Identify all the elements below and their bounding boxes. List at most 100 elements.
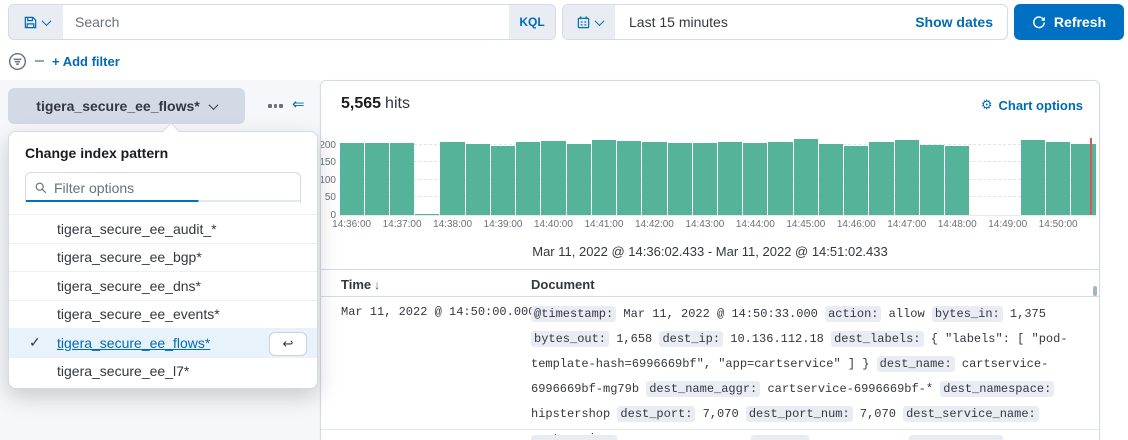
field-badge-partial [909, 435, 1003, 440]
x-axis-tick: 14:45:00 [786, 219, 826, 230]
histogram-bar[interactable] [440, 142, 465, 215]
enter-key-icon[interactable]: ↩ [269, 331, 307, 356]
saved-query-button[interactable] [9, 5, 63, 39]
histogram-bar[interactable] [894, 139, 919, 215]
hits-count-line: 5,565 hits [341, 95, 410, 113]
chevron-down-icon [594, 15, 604, 26]
histogram-bar[interactable] [869, 142, 894, 215]
boxes-horizontal-icon[interactable] [268, 104, 283, 108]
time-column-header[interactable]: Time ↓ [341, 277, 381, 292]
index-pattern-option-label: tigera_secure_ee_l7* [57, 363, 190, 380]
table-row-partial[interactable] [531, 435, 1003, 440]
index-pattern-option[interactable]: tigera_secure_ee_events* [9, 299, 317, 329]
add-filter-link[interactable]: + Add filter [52, 53, 120, 69]
index-pattern-option-label: tigera_secure_ee_audit_* [57, 220, 217, 237]
sort-desc-icon[interactable]: ↓ [374, 278, 381, 292]
index-pattern-option[interactable]: ✓ tigera_secure_ee_flows* ↩ [9, 328, 317, 357]
gridline [339, 196, 1096, 198]
histogram-bar[interactable] [818, 143, 844, 215]
document-column-header: Document [531, 277, 595, 292]
histogram-bar[interactable] [364, 142, 389, 215]
histogram-bar[interactable] [591, 140, 617, 215]
row-divider [321, 429, 1099, 430]
chevron-down-icon [41, 15, 51, 26]
time-range-caption: Mar 11, 2022 @ 14:36:02.433 - Mar 11, 20… [532, 244, 888, 259]
chart-options-label: Chart options [998, 97, 1084, 113]
x-axis-tick: 14:38:00 [433, 219, 473, 230]
histogram-bar[interactable] [1020, 139, 1046, 215]
index-pattern-option-label: tigera_secure_ee_bgp* [57, 249, 202, 266]
histogram-bar[interactable] [692, 142, 718, 215]
x-axis-tick: 14:46:00 [836, 219, 876, 230]
field-badge-partial [751, 435, 809, 440]
popover-title: Change index pattern [25, 145, 169, 161]
save-icon [24, 16, 36, 28]
scrollbar-thumb[interactable] [1093, 286, 1097, 296]
refresh-button[interactable]: Refresh [1014, 4, 1124, 40]
filter-icon[interactable] [8, 52, 27, 71]
index-pattern-switcher[interactable]: tigera_secure_ee_flows* [8, 88, 245, 124]
field-name-badge: dest_service_name: [903, 406, 1039, 422]
gridline [339, 143, 1096, 145]
kql-language-button[interactable]: KQL [509, 5, 555, 39]
histogram-bar[interactable] [919, 144, 945, 215]
index-pattern-option[interactable]: tigera_secure_ee_bgp* [9, 242, 317, 272]
gridline [339, 161, 1096, 163]
field-name-badge: @timestamp: [531, 306, 617, 322]
histogram-bar[interactable] [793, 139, 818, 215]
histogram-plot[interactable] [339, 138, 1096, 216]
search-input[interactable] [63, 5, 509, 39]
index-pattern-options: tigera_secure_ee_audit_* tigera_secure_ee… [9, 214, 317, 385]
histogram-bar[interactable] [667, 142, 692, 215]
gear-icon: ⚙ [980, 97, 993, 112]
histogram-bar[interactable] [339, 142, 364, 215]
query-bar: KQL [8, 4, 556, 40]
y-axis-tick: 150 [320, 157, 336, 169]
chart-options-link[interactable]: ⚙ Chart options [981, 97, 1083, 113]
filter-bar: + Add filter [8, 48, 120, 74]
histogram-bar[interactable] [844, 145, 869, 215]
histogram-bar[interactable] [490, 146, 516, 215]
histogram-bar[interactable] [718, 142, 743, 215]
change-index-pattern-popover: Change index pattern tigera_secure_ee_au… [8, 122, 318, 389]
collapse-sidebar-icon[interactable]: ⇐ [292, 96, 305, 113]
calendar-button[interactable] [563, 5, 615, 39]
results-panel: 5,565 hits ⚙ Chart options 0 50 100 150 200 1… [320, 80, 1100, 440]
row-document-value: @timestamp: Mar 11, 2022 @ 14:50:33.000 … [531, 306, 1068, 440]
field-name-badge: dest_labels: [831, 331, 924, 347]
index-pattern-option[interactable]: tigera_secure_ee_dns* [9, 271, 317, 300]
index-pattern-label: tigera_secure_ee_flows* [36, 98, 200, 114]
index-pattern-option-label: tigera_secure_ee_events* [57, 306, 220, 323]
histogram-chart[interactable]: 14:36:00 14:37:00 14:38:00 14:39:00 14:40:00… [332, 138, 1096, 232]
x-axis-tick: 14:36:00 [332, 219, 372, 230]
show-dates-link[interactable]: Show dates [915, 14, 993, 30]
histogram-bar[interactable] [566, 144, 591, 215]
histogram-bar[interactable] [768, 141, 793, 215]
filter-options-box [25, 172, 301, 204]
histogram-bar[interactable] [1046, 141, 1071, 215]
time-range-value[interactable]: Last 15 minutes [629, 14, 728, 30]
filter-options-input[interactable] [54, 179, 292, 196]
histogram-y-axis: 0 50 100 150 200 [320, 138, 337, 221]
check-icon: ✓ [29, 334, 41, 350]
table-header: Time ↓ Document [321, 269, 1099, 297]
histogram-bar[interactable] [945, 146, 970, 215]
histogram-bar[interactable] [415, 213, 440, 215]
x-axis-tick: 14:50:00 [1038, 219, 1078, 230]
index-pattern-option[interactable]: tigera_secure_ee_l7* [9, 356, 317, 386]
histogram-bar[interactable] [389, 142, 415, 215]
histogram-bar[interactable] [541, 140, 566, 215]
x-axis-tick: 14:49:00 [988, 219, 1028, 230]
histogram-bar[interactable] [642, 142, 667, 215]
x-axis-tick: 14:41:00 [584, 219, 624, 230]
index-pattern-option[interactable]: tigera_secure_ee_audit_* [9, 214, 317, 243]
index-pattern-option-label: tigera_secure_ee_dns* [57, 277, 201, 294]
histogram-bar[interactable] [743, 142, 768, 215]
histogram-bar[interactable] [617, 141, 642, 215]
field-name-badge: dest_port: [617, 406, 696, 422]
histogram-bar[interactable] [465, 144, 490, 215]
histogram-bar[interactable] [516, 141, 541, 215]
x-axis-tick: 14:43:00 [685, 219, 725, 230]
field-badge-partial [531, 435, 617, 440]
